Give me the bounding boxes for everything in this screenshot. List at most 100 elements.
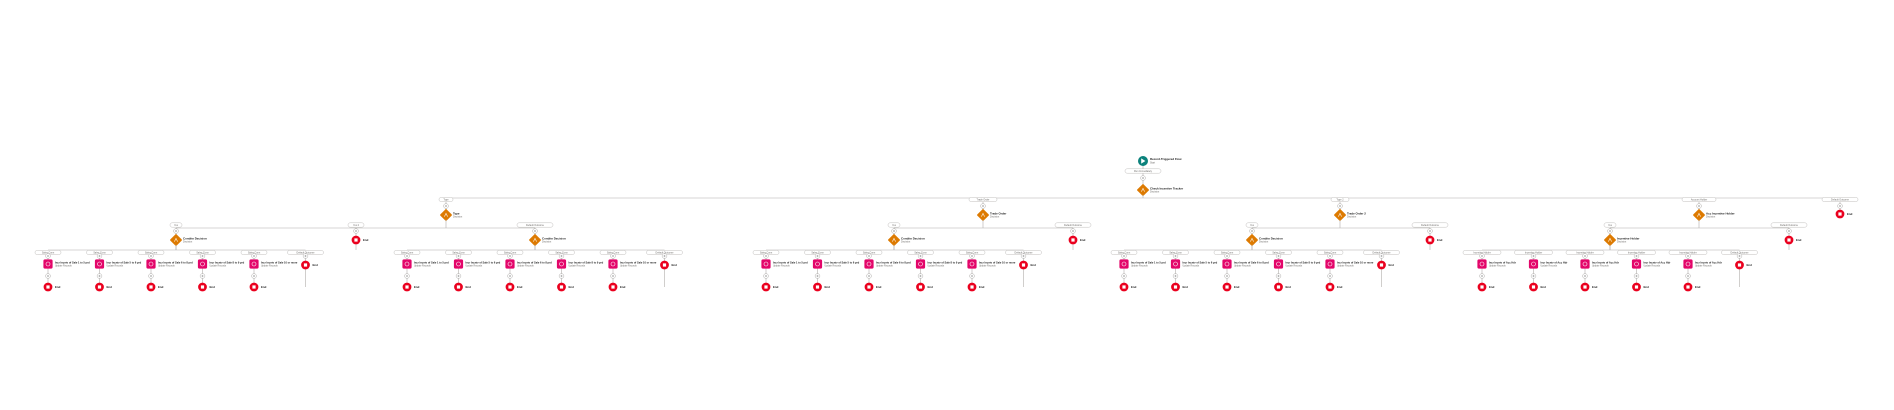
update-records-node[interactable] <box>1273 259 1284 269</box>
decision-node[interactable] <box>1604 234 1616 246</box>
update-records-node[interactable] <box>1528 259 1539 269</box>
action-subtitle: Update Records <box>158 265 175 268</box>
decision-node[interactable] <box>529 234 541 246</box>
stop-icon <box>1583 285 1587 289</box>
plus-icon <box>1738 254 1741 258</box>
connector-label-pill[interactable] <box>968 197 998 202</box>
action-subtitle: Update Records <box>1695 265 1712 268</box>
stop-icon <box>662 263 667 267</box>
decision-node[interactable] <box>440 209 452 221</box>
action-title: Incr Incntv of Sale 6 to 8 prd <box>876 260 911 264</box>
action-subtitle: Update Records <box>825 265 842 268</box>
decision-node[interactable] <box>888 234 900 246</box>
update-records-node[interactable] <box>761 259 771 269</box>
connector-label: Default Outcome <box>297 252 316 255</box>
update-records-node[interactable] <box>608 259 618 269</box>
update-records-node[interactable] <box>94 259 105 269</box>
connector-label-pill[interactable] <box>1681 197 1717 202</box>
update-records-icon <box>1531 261 1536 267</box>
connector-label-pill[interactable] <box>1124 168 1162 174</box>
decision-node[interactable] <box>1137 184 1149 196</box>
update-records-node[interactable] <box>1222 259 1232 269</box>
connector-label: Sales Conn <box>145 252 158 255</box>
decision-node[interactable] <box>1334 209 1346 221</box>
update-records-node[interactable] <box>1170 259 1181 269</box>
stop-icon <box>1276 285 1281 289</box>
stop-icon <box>508 285 512 289</box>
connector-label-pill[interactable] <box>1330 197 1350 202</box>
update-records-icon <box>559 261 564 267</box>
action-subtitle: Update Records <box>773 265 790 268</box>
update-records-node[interactable] <box>1325 259 1335 269</box>
update-records-node[interactable] <box>1683 259 1693 269</box>
connector-label: Incentive Holder <box>1525 252 1542 255</box>
action-title: Incr Incntv of Sale 8 to 9 prd <box>928 260 963 264</box>
update-records-node[interactable] <box>1477 259 1487 269</box>
connector-label-pill[interactable] <box>1054 222 1092 228</box>
decision-node[interactable] <box>1246 234 1258 246</box>
update-records-node[interactable] <box>146 259 156 269</box>
decision-title: Conditn Decision <box>542 236 566 240</box>
update-records-node[interactable] <box>505 259 515 269</box>
stop-icon <box>1634 285 1639 289</box>
update-records-icon <box>1276 261 1281 267</box>
connector-label-pill[interactable] <box>1245 222 1259 228</box>
plus-icon <box>1328 274 1332 278</box>
connector-label-pill[interactable] <box>516 222 554 228</box>
plus-icon <box>1480 274 1484 278</box>
end-label: End <box>1847 212 1853 216</box>
connector-label-pill[interactable] <box>1821 197 1859 202</box>
action-title: Incr Incntv of Acc Hdr <box>1644 260 1671 264</box>
plus-icon <box>816 274 819 278</box>
plus-icon <box>46 274 50 278</box>
plus-icon <box>1277 254 1280 258</box>
update-records-node[interactable] <box>197 259 208 269</box>
decision-title: Conditn Decision <box>901 236 925 240</box>
decision-node[interactable] <box>170 234 182 246</box>
update-records-node[interactable] <box>249 259 259 269</box>
decision-title: Type <box>453 211 460 215</box>
decision-node[interactable] <box>1693 209 1705 221</box>
end-label: End <box>1796 238 1802 242</box>
update-records-node[interactable] <box>1631 259 1642 269</box>
stop-icon <box>354 238 358 242</box>
update-records-node[interactable] <box>915 259 926 269</box>
connector-label-pill[interactable] <box>1411 222 1449 228</box>
connector-label-pill[interactable] <box>887 222 901 228</box>
stop-icon <box>405 285 409 289</box>
update-records-node[interactable] <box>43 259 53 269</box>
connector-label-pill[interactable] <box>169 222 183 228</box>
stop-icon <box>1379 263 1384 267</box>
action-title: Incr Incntv of Sale 1 to 5 prd <box>414 260 449 264</box>
plus-icon <box>508 274 512 278</box>
connector-label: Yes <box>892 224 897 227</box>
end-label: End <box>1234 285 1240 289</box>
update-records-node[interactable] <box>967 259 977 269</box>
update-records-icon <box>866 261 872 267</box>
decision-subtitle: Decision <box>1150 191 1160 194</box>
connector-label-pill[interactable] <box>347 222 365 228</box>
update-records-node[interactable] <box>402 259 412 269</box>
action-title: Incr Incntv of Acc Hdr <box>1695 260 1722 264</box>
update-records-node[interactable] <box>556 259 567 269</box>
action-title: Incr Incntv of Sale 8 to 9 prd <box>569 260 604 264</box>
update-records-icon <box>1173 261 1178 267</box>
plus-icon <box>1022 254 1025 258</box>
connector-label: Yes <box>174 224 179 227</box>
connector-label-pill[interactable] <box>438 197 454 202</box>
stop-icon <box>764 285 768 289</box>
update-records-node[interactable] <box>1119 259 1129 269</box>
connector-label-pill[interactable] <box>1770 222 1808 228</box>
update-records-node[interactable] <box>453 259 464 269</box>
connector-label: Sales Conn <box>452 252 465 255</box>
update-records-node[interactable] <box>864 259 874 269</box>
plus-icon <box>1277 274 1280 278</box>
action-title: Incr Incntv of Acc Hdr <box>1592 260 1619 264</box>
decision-node[interactable] <box>977 209 989 221</box>
stop-icon <box>867 285 871 289</box>
update-records-node[interactable] <box>812 259 823 269</box>
plus-icon <box>98 254 101 258</box>
update-records-node[interactable] <box>1580 259 1590 269</box>
connector-label-pill[interactable] <box>1603 222 1617 228</box>
plus-icon <box>1838 204 1842 208</box>
